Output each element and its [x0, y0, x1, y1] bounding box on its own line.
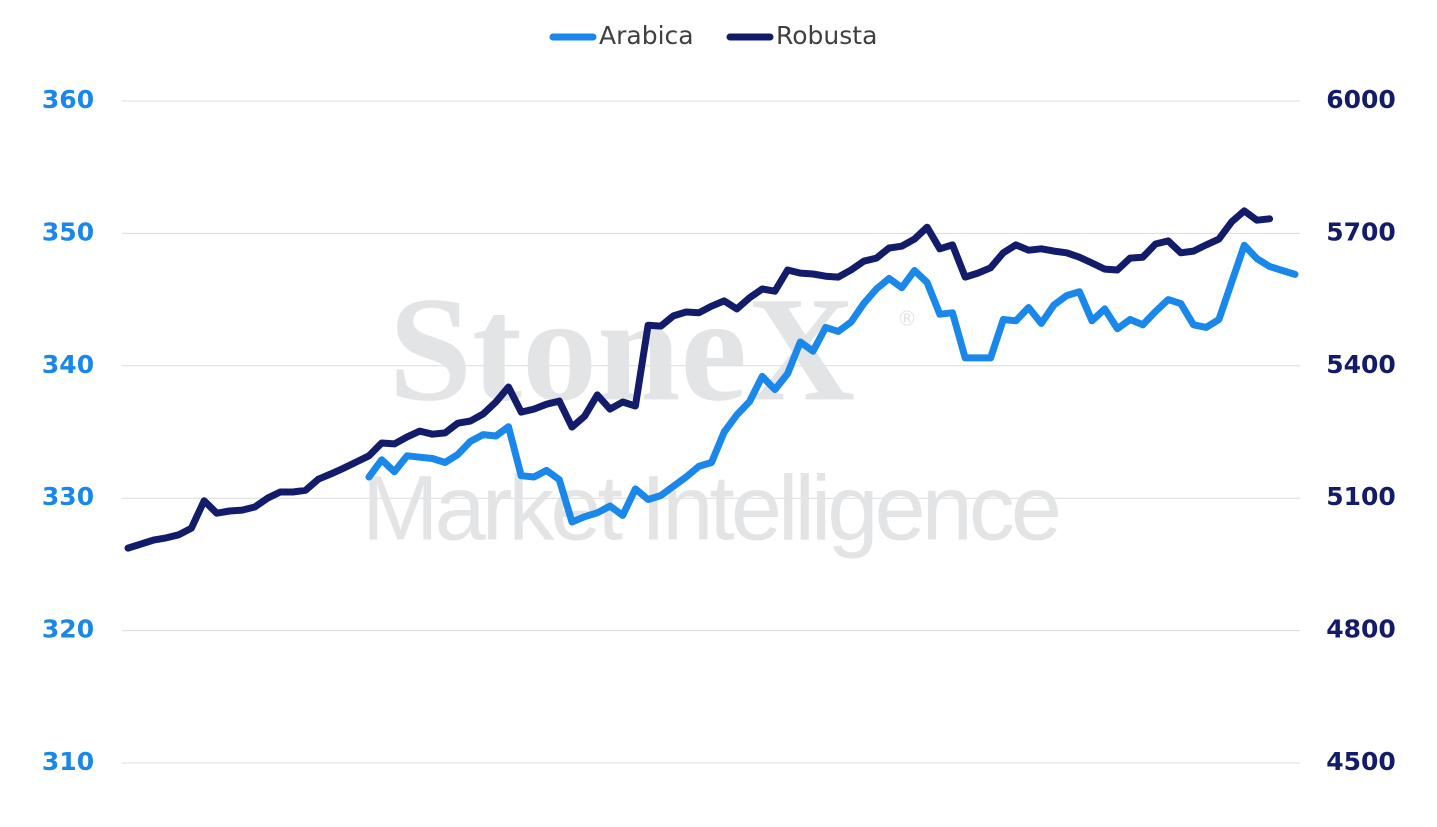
watermark: StoneX ® Market Intelligence — [362, 266, 1062, 559]
y2-tick-label: 5700 — [1326, 217, 1396, 246]
y-tick-label: 310 — [42, 747, 94, 776]
y-tick-label: 350 — [42, 217, 94, 246]
watermark-mark: ® — [897, 307, 917, 331]
y-tick-label: 320 — [42, 615, 94, 644]
y2-tick-label: 5100 — [1326, 482, 1396, 511]
line-series — [124, 207, 1274, 552]
line-series — [365, 241, 1299, 526]
y-tick-label: 340 — [42, 350, 94, 379]
watermark-brand: StoneX — [389, 266, 856, 432]
y2-tick-label: 4800 — [1326, 615, 1396, 644]
y-tick-label: 330 — [42, 482, 94, 511]
legend-label: Arabica — [599, 21, 694, 50]
y-tick-label: 360 — [42, 85, 94, 114]
legend-label: Robusta — [776, 21, 877, 50]
watermark-sub: Market Intelligence — [362, 457, 1062, 559]
y2-tick-label: 6000 — [1326, 85, 1396, 114]
y2-tick-label: 4500 — [1326, 747, 1396, 776]
y2-tick-label: 5400 — [1326, 350, 1396, 379]
